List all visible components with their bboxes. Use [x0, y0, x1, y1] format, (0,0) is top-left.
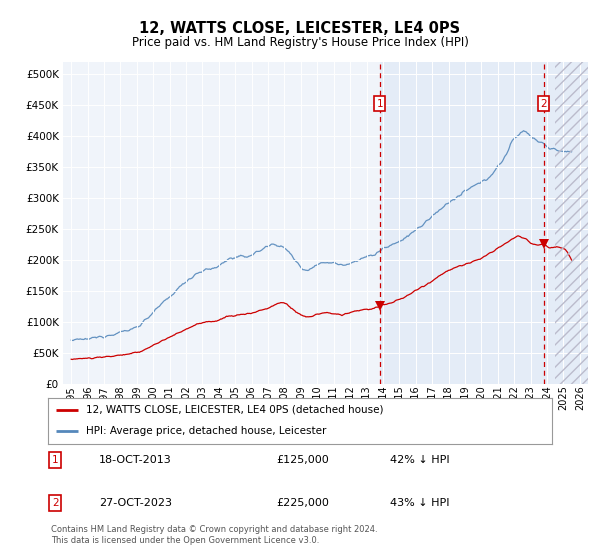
Text: 1: 1 [376, 99, 383, 109]
Text: 12, WATTS CLOSE, LEICESTER, LE4 0PS (detached house): 12, WATTS CLOSE, LEICESTER, LE4 0PS (det… [86, 405, 383, 415]
Text: HPI: Average price, detached house, Leicester: HPI: Average price, detached house, Leic… [86, 426, 326, 436]
Text: 2: 2 [541, 99, 547, 109]
Text: 27-OCT-2023: 27-OCT-2023 [99, 498, 172, 508]
Text: Price paid vs. HM Land Registry's House Price Index (HPI): Price paid vs. HM Land Registry's House … [131, 36, 469, 49]
Bar [63, 62, 380, 384]
Bar [380, 62, 588, 384]
Text: Contains HM Land Registry data © Crown copyright and database right 2024.
This d: Contains HM Land Registry data © Crown c… [51, 525, 377, 545]
Text: £225,000: £225,000 [276, 498, 329, 508]
Text: 12, WATTS CLOSE, LEICESTER, LE4 0PS: 12, WATTS CLOSE, LEICESTER, LE4 0PS [139, 21, 461, 36]
Text: £125,000: £125,000 [276, 455, 329, 465]
Text: 43% ↓ HPI: 43% ↓ HPI [390, 498, 449, 508]
Text: 2: 2 [52, 498, 59, 508]
Text: 42% ↓ HPI: 42% ↓ HPI [390, 455, 449, 465]
Text: 1: 1 [52, 455, 59, 465]
Text: 18-OCT-2013: 18-OCT-2013 [99, 455, 172, 465]
